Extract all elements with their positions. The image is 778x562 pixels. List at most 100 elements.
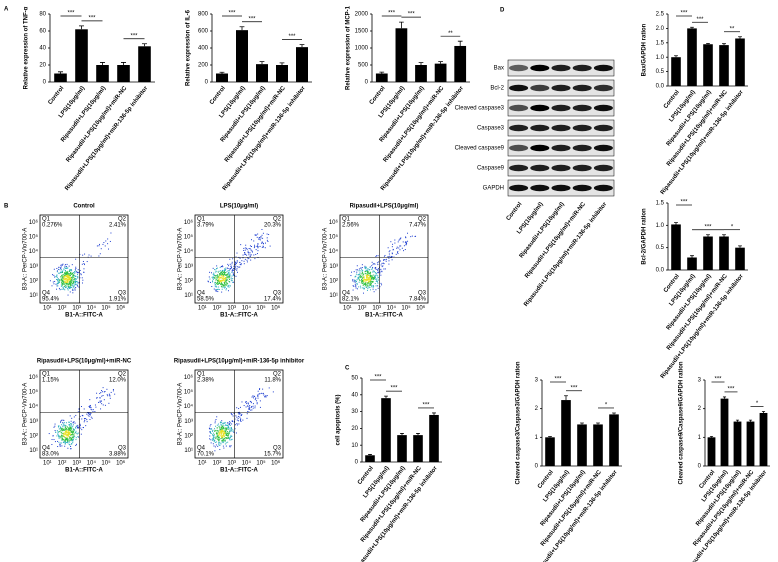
blot-band	[509, 104, 529, 112]
flow-y-tick: 10¹	[29, 448, 38, 454]
flow-dot	[214, 269, 216, 271]
flow-dot	[223, 425, 225, 427]
flow-y-tick: 10⁵	[184, 389, 194, 396]
flow-frame	[339, 214, 429, 304]
quadrant-name: Q3	[418, 291, 427, 297]
flow-dot	[208, 276, 210, 278]
flow-dot	[231, 270, 233, 272]
y-tick-label: 0.0	[656, 84, 665, 90]
flow-dot	[366, 289, 368, 291]
flow-dot	[231, 269, 233, 271]
flow-dot	[370, 285, 372, 287]
flow-dot	[75, 425, 77, 427]
flow-dot	[64, 264, 66, 266]
flow-dot	[252, 395, 254, 397]
flow-dot	[266, 239, 268, 241]
flow-dot	[72, 283, 74, 285]
flow-dot	[231, 263, 233, 265]
flow-dot	[220, 280, 222, 282]
flow-dot	[60, 420, 62, 422]
error-bar	[690, 26, 694, 29]
flow-dot	[72, 275, 74, 277]
flow-dot	[248, 408, 250, 410]
blot-band	[509, 84, 529, 92]
flow-dot	[369, 266, 371, 268]
flow-dot	[84, 264, 86, 266]
flow-dot	[71, 442, 73, 444]
y-tick-label: 2.0	[656, 26, 665, 32]
flow-dot	[84, 253, 86, 255]
flow-dot	[69, 444, 71, 446]
flow-dot	[68, 277, 70, 279]
flow-dot	[213, 276, 215, 278]
flow-dot	[58, 272, 60, 274]
significance-label: ***	[696, 17, 704, 23]
flow-dot	[227, 427, 229, 429]
flow-dot	[71, 282, 73, 284]
flow-dot	[73, 277, 75, 279]
flow-dot	[241, 401, 243, 403]
flow-y-tick: 10⁵	[184, 234, 194, 241]
quadrant-percent: 3.88%	[109, 452, 127, 458]
flow-dot	[229, 263, 231, 265]
flow-dot	[61, 274, 63, 276]
flow-dot	[209, 281, 211, 283]
quadrant-percent: 7.47%	[409, 223, 427, 229]
flow-dot	[221, 283, 223, 285]
flow-dot	[221, 436, 223, 438]
flow-dot	[227, 263, 229, 265]
flow-dot	[360, 273, 362, 275]
flow-dot	[63, 429, 65, 431]
flow-x-tick: 10⁴	[387, 305, 397, 312]
flow-dot	[230, 439, 232, 441]
flow-dot	[218, 275, 220, 277]
flow-dot	[256, 245, 258, 247]
flow-dot	[219, 427, 221, 429]
flow-dot	[272, 391, 274, 393]
flow-dot	[397, 253, 399, 255]
flow-dot	[226, 424, 228, 426]
flow-dot	[228, 276, 230, 278]
flow-dot	[216, 435, 218, 437]
flow-dot	[69, 441, 71, 443]
flow-dot	[223, 428, 225, 430]
flow-dot	[75, 266, 77, 268]
flow-dot	[358, 273, 360, 275]
flow-dot	[86, 419, 88, 421]
flow-dot	[392, 248, 394, 250]
flow-dot	[64, 269, 66, 271]
flow-dot	[52, 435, 54, 437]
flow-dot	[261, 242, 263, 244]
quadrant-name: Q3	[118, 446, 127, 452]
flow-dot	[107, 243, 109, 245]
flow-dot	[65, 436, 67, 438]
flow-dot	[374, 263, 376, 265]
flow-dot	[227, 425, 229, 427]
flow-dot	[72, 428, 74, 430]
flow-dot	[374, 275, 376, 277]
flow-dot	[60, 421, 62, 423]
flow-dot	[74, 280, 76, 282]
blot-band	[593, 64, 613, 72]
flow-dot	[380, 264, 382, 266]
flow-dot	[64, 440, 66, 442]
flow-dot	[87, 412, 89, 414]
flow-dot	[259, 239, 261, 241]
flow-dot	[385, 258, 387, 260]
bar	[296, 47, 308, 82]
flow-dot	[75, 281, 77, 283]
flow-dot	[359, 272, 361, 274]
flow-dot	[58, 279, 60, 281]
flow-dot	[72, 442, 74, 444]
flow-dot	[253, 240, 255, 242]
flow-dot	[229, 438, 231, 440]
flow-dot	[75, 278, 77, 280]
flow-dot	[219, 422, 221, 424]
flow-dot	[54, 423, 56, 425]
flow-dot	[70, 279, 72, 281]
flow-dot	[224, 277, 226, 279]
flow-dot	[218, 283, 220, 285]
flow-dot	[74, 284, 76, 286]
flow-dot	[381, 266, 383, 268]
flow-dot	[355, 287, 357, 289]
